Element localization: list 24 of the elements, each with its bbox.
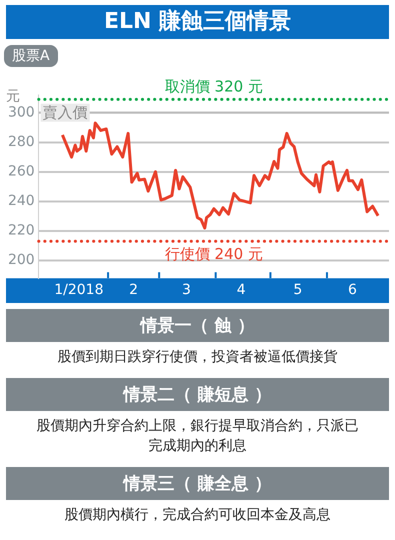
text: 情景二（ 賺短息 ） xyxy=(6,378,389,411)
y-tick-label: 220 xyxy=(8,222,35,239)
x-tick-label: 5 xyxy=(293,282,302,298)
y-tick-label: 200 xyxy=(8,252,35,268)
y-tick-label: 260 xyxy=(8,163,35,180)
x-tick-label: 4 xyxy=(236,282,246,298)
x-tick-label: 1/2018 xyxy=(54,282,104,298)
y-axis-title: 元 xyxy=(6,88,20,105)
text: 股價期內橫行，完成合約可收回本金及高息 xyxy=(64,506,332,525)
chart-title: ELN 賺蝕三個情景 xyxy=(6,5,389,39)
y-tick-label: 300 xyxy=(8,104,35,120)
ref-line-label: 賣入價 xyxy=(42,104,88,122)
x-tick-label: 2 xyxy=(129,282,138,298)
ref-line-label: 行使價 240 元 xyxy=(164,245,263,264)
text: 情景一（ 蝕 ） xyxy=(6,309,389,342)
y-tick-label: 280 xyxy=(8,134,35,150)
x-tick-label: 6 xyxy=(348,282,358,298)
ref-line-label: 取消價 320 元 xyxy=(164,77,263,96)
text: 情景三（ 賺全息 ） xyxy=(6,467,389,500)
text: 股價到期日跌穿行使價，投資者被逼低價接貨 xyxy=(56,348,338,367)
chart-subtitle: 股票A xyxy=(4,45,58,67)
y-tick-label: 240 xyxy=(8,193,35,210)
x-tick-label: 3 xyxy=(182,282,191,298)
text: 股價期內升穿合約上限，銀行提早取消合約，只派已完成期內的利息 xyxy=(36,417,360,456)
